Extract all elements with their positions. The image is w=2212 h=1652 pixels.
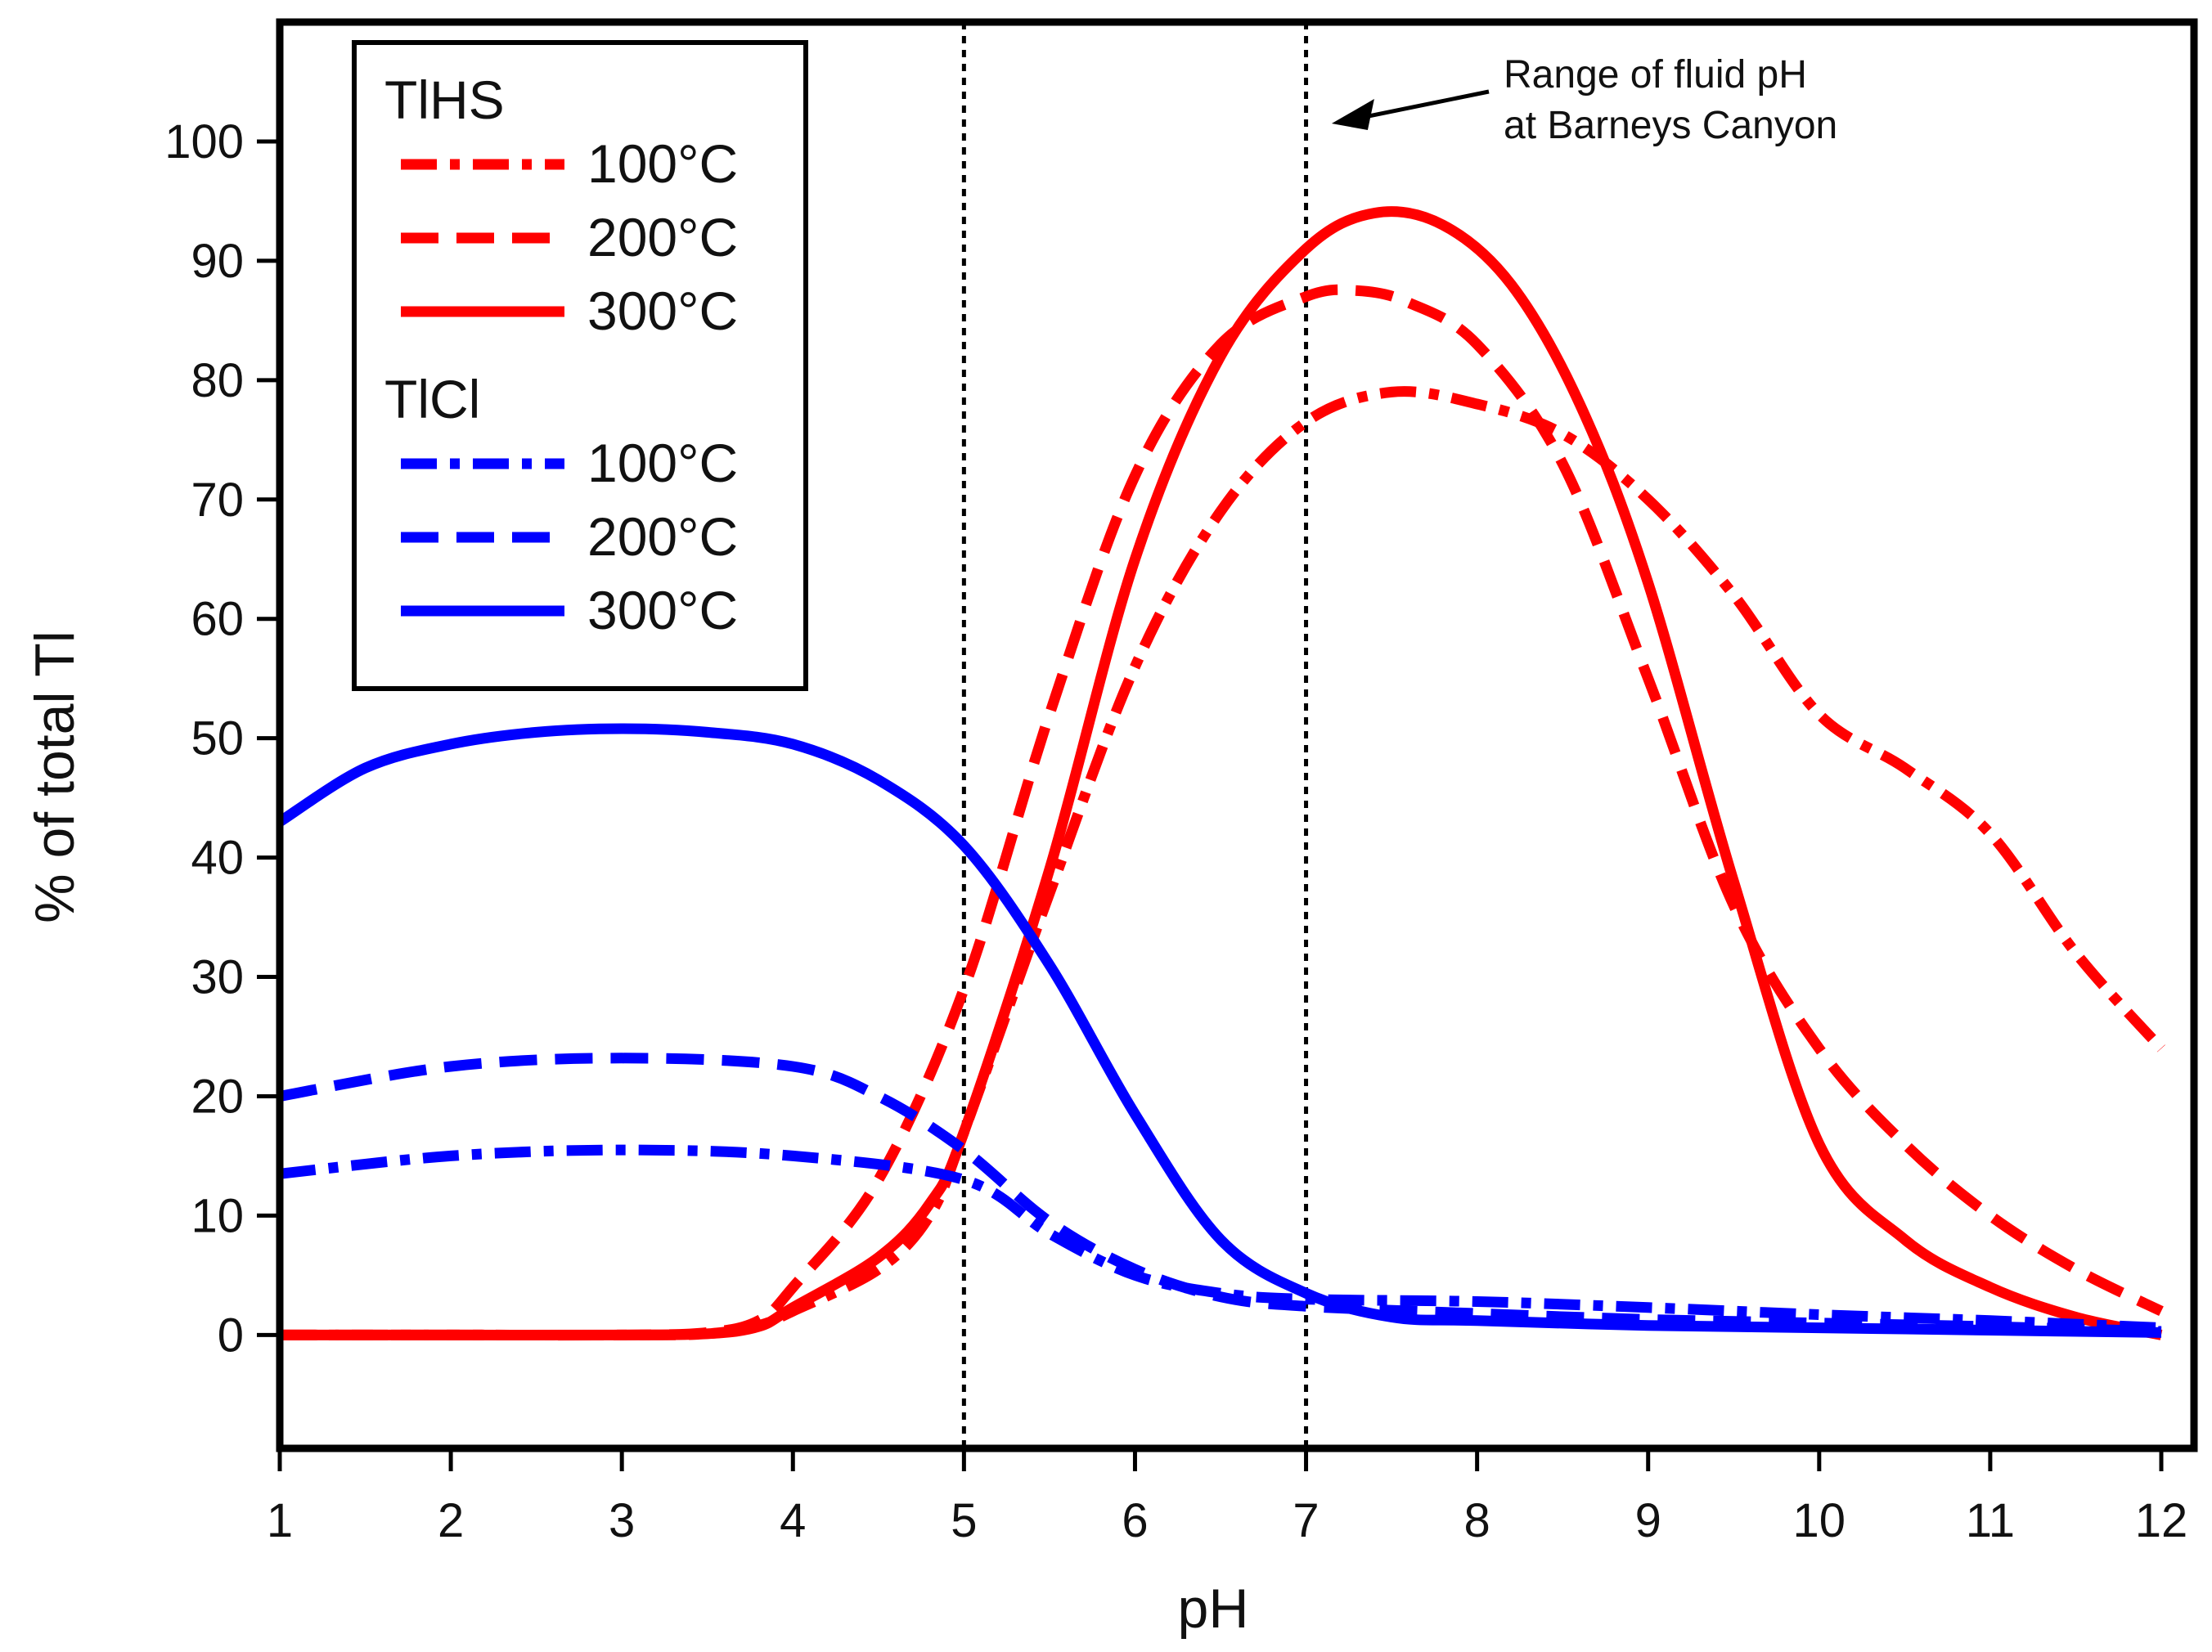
y-tick-label: 0	[218, 1309, 244, 1362]
x-tick-label: 5	[951, 1494, 977, 1547]
x-tick-label: 11	[1966, 1494, 2015, 1547]
x-tick-label: 3	[609, 1494, 635, 1547]
x-axis-label: pH	[1178, 1578, 1249, 1640]
x-tick-label: 12	[2135, 1494, 2188, 1547]
series-line-tlcl-300-c	[276, 723, 2162, 1338]
y-tick-label: 30	[191, 951, 244, 1004]
x-tick-label: 7	[1293, 1494, 1319, 1547]
reference-lines	[961, 22, 1309, 1448]
x-tick-label: 10	[1793, 1494, 1846, 1547]
series-line-tlcl-200-c	[278, 1053, 2162, 1337]
y-axis-label: % of total Tl	[24, 631, 86, 923]
y-tick-label: 100	[164, 115, 244, 168]
annotation: Range of fluid pH at Barneys Canyon	[1331, 53, 1837, 147]
annotation-arrow-head	[1331, 99, 1374, 131]
x-tick-label: 4	[780, 1494, 806, 1547]
legend-entry-label: 200°C	[587, 506, 738, 567]
legend-group-title: TlCl	[384, 369, 480, 429]
annotation-arrow-shaft	[1364, 89, 1490, 119]
x-tick-label: 2	[438, 1494, 464, 1547]
y-tick-label: 90	[191, 235, 244, 288]
legend-group-title: TlHS	[384, 70, 505, 130]
legend: TlHS 100°C 200°C 300°C TlCl 100°C 200°C 300°C	[352, 40, 808, 691]
x-tick-label: 8	[1464, 1494, 1490, 1547]
series-line-tlhs-300-c	[279, 206, 2163, 1340]
annotation-text-line: Range of fluid pH	[1504, 53, 1807, 97]
legend-entry-label: 300°C	[587, 580, 738, 640]
y-tick-label: 80	[191, 354, 244, 407]
series-lines	[276, 206, 2165, 1341]
y-tick-label: 50	[191, 712, 244, 765]
x-tick-label: 6	[1122, 1494, 1148, 1547]
annotation-text-line: at Barneys Canyon	[1504, 104, 1837, 147]
x-tick-label: 1	[267, 1494, 293, 1547]
legend-box	[352, 40, 808, 691]
x-tick-label: 9	[1635, 1494, 1661, 1547]
legend-entry-label: 100°C	[587, 133, 738, 194]
legend-entry-label: 200°C	[587, 207, 738, 267]
y-tick-label: 40	[191, 832, 244, 885]
y-tick-label: 20	[191, 1070, 244, 1123]
legend-entry-label: 100°C	[587, 433, 738, 493]
y-tick-label: 10	[191, 1189, 244, 1242]
y-tick-label: 60	[191, 593, 244, 646]
plot-frame	[276, 18, 2198, 1452]
legend-entry-label: 300°C	[587, 281, 738, 341]
y-tick-label: 70	[191, 474, 244, 527]
